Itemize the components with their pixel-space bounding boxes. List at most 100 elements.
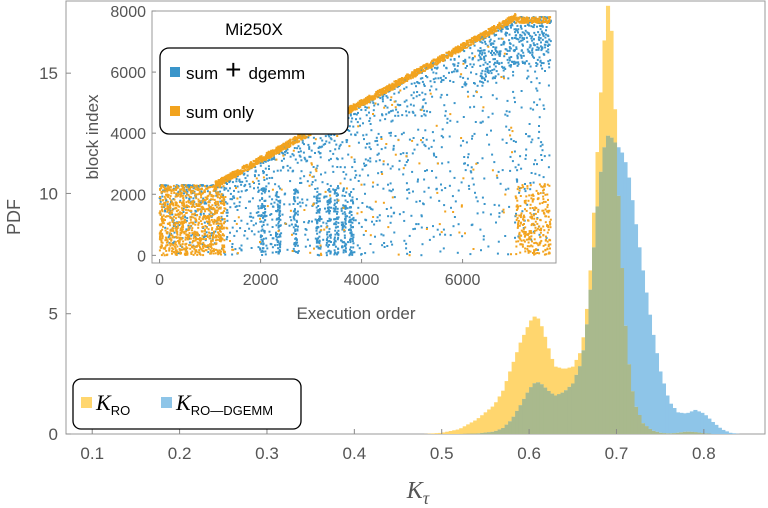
scatter-point: [538, 233, 541, 236]
scatter-point: [473, 132, 476, 135]
scatter-point: [315, 195, 318, 198]
scatter-point: [175, 229, 178, 232]
scatter-point: [258, 182, 261, 185]
scatter-point: [305, 204, 308, 207]
scatter-point: [309, 244, 311, 247]
scatter-point: [277, 252, 280, 255]
scatter-point: [477, 59, 480, 62]
scatter-point: [177, 192, 180, 195]
scatter-point: [352, 201, 354, 204]
scatter-point: [187, 238, 190, 241]
scatter-point: [353, 158, 356, 161]
scatter-point: [463, 50, 466, 53]
scatter-point: [401, 114, 404, 117]
scatter-point: [422, 203, 425, 206]
scatter-point: [489, 70, 492, 72]
histogram-bar: [703, 415, 708, 434]
scatter-point: [458, 45, 461, 48]
scatter-point: [495, 33, 498, 36]
scatter-point: [171, 220, 174, 223]
scatter-point: [549, 40, 552, 43]
scatter-point: [179, 251, 182, 254]
scatter-point: [201, 184, 203, 187]
scatter-point: [254, 170, 257, 173]
scatter-point: [276, 243, 279, 246]
histogram-bar: [724, 431, 729, 434]
scatter-point: [333, 139, 336, 142]
scatter-point: [464, 67, 467, 69]
scatter-point: [237, 174, 240, 176]
scatter-point: [178, 201, 181, 204]
scatter-point: [480, 75, 483, 78]
scatter-point: [467, 41, 470, 44]
scatter-point: [328, 159, 331, 162]
scatter-point: [454, 200, 457, 203]
scatter-point: [186, 190, 189, 193]
scatter-point: [276, 241, 279, 243]
scatter-point: [260, 187, 263, 190]
scatter-point: [501, 28, 504, 30]
scatter-point: [243, 167, 246, 170]
histogram-bar: [529, 320, 534, 388]
scatter-point: [209, 243, 212, 246]
histogram-bar: [578, 353, 583, 367]
scatter-point: [482, 81, 485, 84]
histogram-overlap-bar: [686, 431, 691, 434]
scatter-point: [400, 81, 403, 84]
scatter-point: [533, 253, 536, 256]
scatter-point: [295, 219, 298, 222]
scatter-point: [192, 253, 195, 256]
scatter-point: [180, 212, 183, 214]
scatter-point: [181, 201, 183, 204]
x-tick-label: 0.5: [430, 444, 454, 463]
scatter-point: [472, 94, 475, 97]
scatter-point: [304, 245, 307, 248]
scatter-point: [236, 209, 239, 211]
scatter-point: [538, 125, 540, 127]
scatter-point: [367, 97, 369, 100]
scatter-point: [325, 244, 328, 247]
scatter-point: [549, 59, 552, 62]
scatter-point: [215, 234, 218, 237]
histogram-bar: [431, 433, 436, 434]
scatter-point: [413, 82, 416, 85]
histogram-bar: [710, 421, 715, 434]
histogram-bar: [675, 412, 680, 433]
scatter-point: [511, 23, 513, 26]
scatter-point: [453, 58, 456, 61]
scatter-point: [516, 169, 519, 172]
scatter-point: [191, 200, 194, 203]
scatter-point: [203, 229, 206, 232]
scatter-point: [389, 221, 392, 224]
scatter-point: [333, 238, 336, 241]
scatter-point: [443, 204, 446, 207]
scatter-point: [416, 180, 419, 183]
histogram-bar: [476, 418, 481, 434]
scatter-point: [188, 244, 191, 247]
scatter-point: [484, 73, 487, 76]
scatter-point: [449, 79, 452, 82]
scatter-point: [547, 51, 550, 54]
scatter-point: [492, 46, 495, 48]
scatter-point: [336, 238, 339, 241]
scatter-point: [162, 214, 165, 217]
scatter-point: [530, 244, 533, 247]
scatter-point: [301, 198, 304, 201]
scatter-point: [485, 32, 487, 35]
scatter-point: [340, 209, 343, 212]
scatter-point: [494, 58, 496, 61]
scatter-point: [261, 203, 264, 205]
scatter-point: [352, 246, 355, 249]
scatter-point: [179, 244, 182, 247]
scatter-point: [334, 233, 337, 236]
scatter-point: [292, 232, 295, 235]
scatter-point: [162, 222, 165, 225]
scatter-point: [435, 88, 438, 91]
scatter-point: [201, 249, 204, 252]
scatter-point: [185, 196, 188, 199]
scatter-point: [516, 180, 519, 183]
scatter-point: [197, 223, 200, 226]
scatter-point: [537, 137, 540, 140]
scatter-point: [238, 247, 241, 250]
scatter-point: [159, 236, 161, 239]
